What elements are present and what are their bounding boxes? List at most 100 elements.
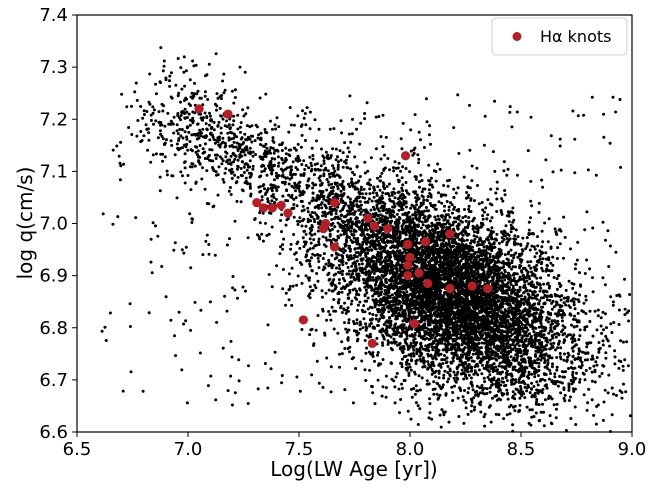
background-point (247, 364, 250, 368)
background-point (436, 397, 440, 401)
background-point (227, 189, 231, 193)
background-point (525, 236, 529, 240)
background-point (475, 224, 479, 228)
background-point (508, 110, 512, 114)
background-point (389, 361, 393, 365)
background-point (357, 208, 361, 212)
background-point (413, 392, 417, 396)
background-point (495, 197, 499, 201)
background-point (425, 379, 429, 383)
background-point (195, 153, 199, 157)
background-point (257, 133, 261, 137)
background-point (579, 358, 582, 362)
background-point (571, 370, 575, 374)
background-point (510, 382, 514, 386)
background-point (156, 136, 160, 140)
background-point (482, 296, 486, 300)
background-point (512, 256, 516, 260)
background-point (300, 328, 304, 331)
background-point (188, 212, 192, 216)
background-point (418, 331, 421, 335)
background-point (396, 314, 400, 318)
background-point (243, 70, 247, 74)
background-point (304, 232, 308, 236)
background-point (380, 290, 383, 294)
background-point (537, 403, 541, 407)
background-point (103, 325, 107, 329)
background-point (469, 376, 473, 380)
background-point (441, 383, 445, 387)
background-point (282, 237, 286, 241)
background-point (208, 300, 212, 304)
background-point (287, 182, 291, 186)
background-point (487, 405, 491, 409)
background-point (508, 237, 512, 241)
background-point (561, 324, 565, 328)
background-point (590, 370, 594, 374)
background-point (442, 222, 446, 226)
background-point (516, 341, 520, 345)
background-point (308, 262, 312, 266)
background-point (473, 405, 477, 409)
background-point (506, 232, 510, 236)
background-point (246, 402, 250, 405)
background-point (206, 384, 210, 388)
background-point (541, 240, 545, 244)
background-point (544, 158, 548, 162)
background-point (567, 367, 570, 370)
background-point (214, 157, 218, 160)
background-point (347, 150, 351, 154)
background-point (490, 275, 494, 279)
background-point (230, 89, 234, 93)
background-point (434, 375, 438, 379)
background-point (611, 300, 615, 304)
background-point (144, 123, 148, 127)
background-point (426, 195, 430, 199)
background-point (435, 221, 439, 225)
background-point (154, 224, 157, 228)
background-point (149, 260, 153, 264)
background-point (224, 150, 228, 154)
background-point (120, 92, 124, 96)
background-point (465, 238, 469, 242)
background-point (237, 379, 241, 383)
background-point (158, 129, 162, 133)
background-point (216, 140, 220, 144)
background-point (400, 365, 404, 369)
background-point (234, 145, 238, 149)
background-point (440, 408, 444, 412)
background-point (205, 169, 209, 173)
background-point (221, 79, 225, 83)
background-point (353, 155, 357, 159)
background-point (381, 113, 385, 117)
background-point (432, 392, 436, 396)
background-point (461, 334, 465, 337)
background-point (498, 266, 502, 270)
background-point (147, 311, 151, 315)
background-point (262, 169, 266, 173)
background-point (373, 402, 377, 406)
background-point (494, 357, 498, 361)
background-point (180, 87, 184, 91)
background-point (621, 364, 625, 368)
background-point (409, 368, 413, 372)
background-point (480, 201, 484, 204)
background-point (507, 214, 511, 218)
background-point (417, 180, 421, 184)
background-point (580, 363, 584, 367)
background-point (315, 139, 318, 143)
background-point (313, 167, 317, 171)
background-point (287, 298, 291, 302)
background-point (184, 245, 188, 249)
background-point (539, 358, 543, 362)
background-point (446, 364, 450, 368)
background-point (244, 176, 248, 180)
background-point (346, 166, 350, 170)
background-point (434, 218, 438, 222)
background-point (595, 356, 599, 359)
background-point (368, 332, 372, 336)
background-point (395, 212, 399, 216)
background-point (208, 111, 211, 115)
background-point (488, 373, 492, 377)
background-point (241, 108, 245, 112)
